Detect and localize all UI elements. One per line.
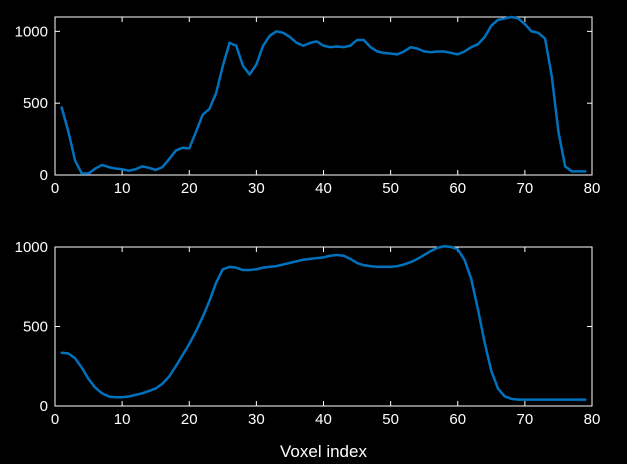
series-line-0 (60, 15, 587, 175)
top-line-chart: 0 10 20 30 40 50 60 70 80 0 500 1000 (15, 15, 601, 197)
x-tick-label: 60 (449, 180, 466, 197)
x-tick-label: 70 (517, 180, 534, 197)
y-tick-label: 1000 (15, 239, 48, 256)
x-tick-label: 70 (517, 411, 534, 428)
x-tick-label: 50 (382, 180, 399, 197)
bottom-line-chart: 0 10 20 30 40 50 60 70 80 0 500 1000 Voxel index (15, 239, 601, 461)
y-tick-label: 1000 (15, 23, 48, 40)
x-tick-label: 80 (584, 411, 601, 428)
x-tick-label: 0 (51, 180, 59, 197)
x-tick-label: 10 (114, 180, 131, 197)
x-tick-label: 20 (181, 411, 198, 428)
y-tick-label: 500 (23, 95, 48, 112)
x-tick-label: 80 (584, 180, 601, 197)
x-tick-label: 30 (248, 180, 265, 197)
axes-box (54, 16, 593, 176)
x-tick-label: 30 (248, 411, 265, 428)
x-tick-label: 40 (315, 180, 332, 197)
y-tick-label: 0 (40, 398, 48, 415)
x-axis-label: Voxel index (280, 442, 367, 461)
x-tick-label: 10 (114, 411, 131, 428)
y-tick-label: 0 (40, 167, 48, 184)
x-tick-label: 20 (181, 180, 198, 197)
x-tick-label: 50 (382, 411, 399, 428)
axes-box (54, 246, 593, 407)
y-tick-label: 500 (23, 319, 48, 336)
x-tick-label: 0 (51, 411, 59, 428)
x-tick-label: 40 (315, 411, 332, 428)
x-tick-label: 60 (449, 411, 466, 428)
series-line-0 (60, 245, 587, 401)
